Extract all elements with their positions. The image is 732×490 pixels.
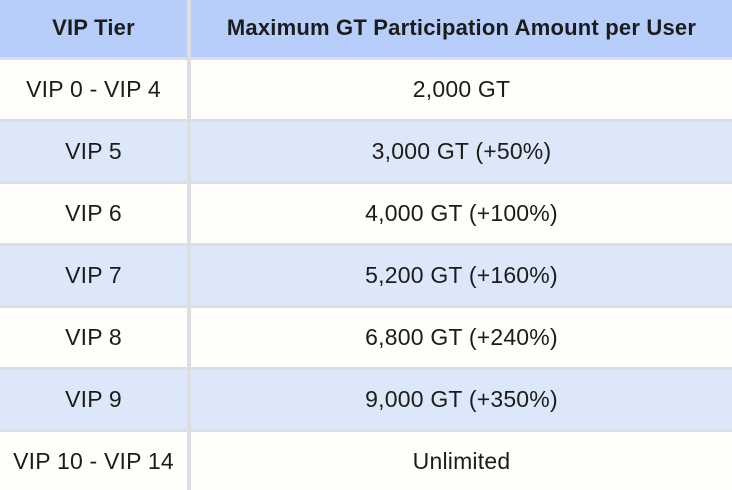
header-row: VIP Tier Maximum GT Participation Amount…	[0, 0, 732, 58]
tier-cell: VIP 7	[0, 242, 189, 306]
amount-cell: 3,000 GT (+50%)	[187, 118, 732, 182]
table-header: VIP Tier Maximum GT Participation Amount…	[0, 0, 732, 58]
amount-cell: 4,000 GT (+100%)	[187, 180, 732, 244]
tier-cell: VIP 9	[0, 366, 189, 430]
table-row: VIP 10 - VIP 14 Unlimited	[0, 428, 732, 490]
header-cell-vip-tier: VIP Tier	[52, 15, 135, 41]
table-body: VIP 0 - VIP 4 2,000 GT VIP 5 3,000 GT (+…	[0, 56, 732, 490]
table-row: VIP 9 9,000 GT (+350%)	[0, 366, 732, 430]
table-row: VIP 0 - VIP 4 2,000 GT	[0, 56, 732, 120]
table-row: VIP 7 5,200 GT (+160%)	[0, 242, 732, 306]
tier-cell: VIP 6	[0, 180, 189, 244]
amount-cell: 6,800 GT (+240%)	[187, 304, 732, 368]
table-row: VIP 5 3,000 GT (+50%)	[0, 118, 732, 182]
amount-cell: Unlimited	[187, 428, 732, 490]
amount-cell: 2,000 GT	[187, 56, 732, 120]
amount-cell: 5,200 GT (+160%)	[187, 242, 732, 306]
tier-cell: VIP 8	[0, 304, 189, 368]
table-row: VIP 6 4,000 GT (+100%)	[0, 180, 732, 244]
tier-cell: VIP 0 - VIP 4	[0, 56, 189, 120]
header-cell-max-participation: Maximum GT Participation Amount per User	[187, 0, 732, 58]
table-row: VIP 8 6,800 GT (+240%)	[0, 304, 732, 368]
tier-cell: VIP 5	[0, 118, 189, 182]
amount-cell: 9,000 GT (+350%)	[187, 366, 732, 430]
tier-cell: VIP 10 - VIP 14	[0, 428, 189, 490]
